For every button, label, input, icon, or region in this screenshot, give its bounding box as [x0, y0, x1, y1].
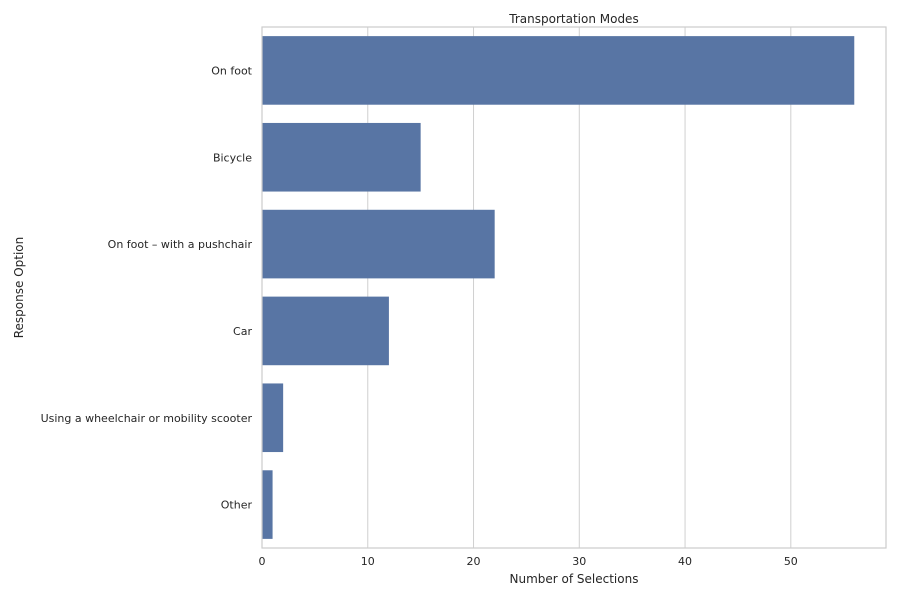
y-category-label: Bicycle — [213, 151, 252, 164]
bar — [262, 383, 284, 453]
x-axis-label: Number of Selections — [510, 572, 639, 586]
bar — [262, 470, 273, 539]
bar — [262, 209, 495, 279]
chart-title: Transportation Modes — [508, 12, 638, 26]
y-category-label: On foot — [211, 64, 252, 77]
grid-lines — [367, 27, 792, 548]
x-tick-label: 10 — [361, 555, 375, 568]
y-category-label: Car — [233, 325, 252, 338]
bar — [262, 36, 855, 105]
y-axis-categories: On foot Bicycle On foot – with a pushchair… — [41, 64, 253, 511]
x-tick-label: 30 — [572, 555, 586, 568]
x-tick-label: 0 — [259, 555, 266, 568]
y-axis-label: Response Option — [12, 237, 26, 339]
plot-frame — [261, 26, 887, 549]
bars — [262, 36, 855, 539]
y-category-label: On foot – with a pushchair — [108, 238, 253, 251]
x-axis-ticks: 0 10 20 30 40 50 — [259, 555, 798, 568]
x-tick-label: 40 — [678, 555, 692, 568]
bar — [262, 122, 421, 192]
y-category-label: Using a wheelchair or mobility scooter — [41, 412, 253, 425]
x-tick-label: 50 — [784, 555, 798, 568]
x-tick-label: 20 — [467, 555, 481, 568]
bar — [262, 296, 389, 366]
y-category-label: Other — [221, 499, 253, 512]
